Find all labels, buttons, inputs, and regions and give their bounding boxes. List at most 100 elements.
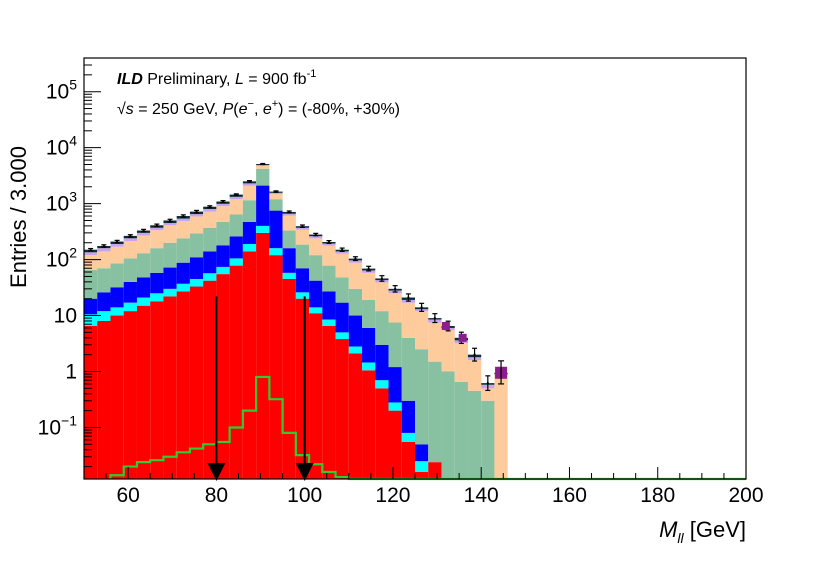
histogram-bar-lavender bbox=[269, 192, 283, 195]
histogram-bar-blue bbox=[216, 245, 230, 267]
histogram-bar-blue bbox=[189, 257, 204, 279]
signal-histogram bbox=[109, 375, 746, 481]
x-tick-label: 200 bbox=[728, 484, 763, 507]
histogram-bar-cyan bbox=[163, 288, 177, 297]
histogram-bar-peach bbox=[335, 253, 349, 278]
histogram-bar-lightgreen bbox=[282, 230, 296, 249]
histogram-bar-lavender bbox=[348, 260, 363, 263]
histogram-bar-lightgreen bbox=[203, 227, 217, 252]
data-point bbox=[142, 229, 145, 232]
histogram-bar-lavender bbox=[110, 243, 124, 247]
histogram-bar-blue bbox=[335, 302, 349, 333]
histogram-bar-cyan bbox=[242, 243, 257, 252]
histogram-bar-blue bbox=[401, 400, 415, 433]
histogram-bar-blue bbox=[150, 272, 164, 294]
histogram-bar-blue bbox=[136, 277, 151, 298]
histogram-bar-lavender bbox=[242, 183, 257, 186]
histogram-bar-peach bbox=[415, 311, 429, 350]
data-point bbox=[208, 205, 211, 208]
histogram-bar-peach bbox=[348, 262, 363, 289]
histogram-bar-peach bbox=[375, 282, 389, 312]
histogram-bar-peach bbox=[454, 343, 468, 382]
histogram-bar-blue bbox=[242, 221, 257, 244]
histogram-bar-red bbox=[176, 291, 190, 479]
histogram-bar-cyan bbox=[123, 302, 137, 312]
histogram-bar-red bbox=[163, 296, 177, 479]
y-tick-label: 10−1 bbox=[38, 412, 78, 439]
x-tick-label: 80 bbox=[205, 484, 228, 507]
histogram-bar-lightgreen bbox=[123, 258, 137, 282]
data-point bbox=[235, 193, 238, 196]
histogram-bar-lightgreen bbox=[189, 233, 204, 258]
histogram-bar-lavender bbox=[97, 248, 111, 252]
histogram-bar-red bbox=[150, 301, 164, 479]
data-point bbox=[486, 382, 489, 385]
histogram-bar-blue bbox=[256, 185, 270, 226]
data-point bbox=[288, 210, 291, 214]
histogram-bar-lavender bbox=[189, 214, 204, 217]
y-tick-label: 10 bbox=[54, 305, 77, 328]
histogram-bar-red bbox=[136, 305, 151, 479]
histogram-bar-cyan bbox=[150, 293, 164, 302]
histogram-bar-lightgreen bbox=[163, 242, 177, 268]
data-point bbox=[314, 233, 317, 236]
histogram-bar-cyan bbox=[136, 297, 151, 306]
histogram-bar-peach bbox=[441, 330, 455, 372]
histogram-bar-lavender bbox=[295, 227, 310, 230]
histogram-bar-cyan bbox=[401, 432, 415, 442]
histogram-bar-peach bbox=[110, 246, 124, 264]
histogram-bar-blue bbox=[203, 251, 217, 274]
histogram-bar-lightgreen bbox=[362, 299, 376, 328]
histogram-bar-cyan bbox=[282, 272, 296, 279]
histogram-bar-peach bbox=[401, 302, 415, 338]
histogram-bar-lightgreen bbox=[216, 221, 230, 246]
data-point bbox=[354, 257, 357, 260]
histogram-bar-blue bbox=[388, 367, 402, 403]
histogram-bar-red bbox=[415, 472, 429, 479]
data-point bbox=[407, 296, 410, 299]
data-point bbox=[301, 225, 304, 228]
x-tick-label: 160 bbox=[552, 484, 587, 507]
histogram-bar-peach bbox=[282, 215, 296, 231]
histogram-bar-red bbox=[295, 298, 310, 479]
histogram-bar-cyan bbox=[415, 461, 429, 473]
y-tick-label: 104 bbox=[46, 133, 77, 160]
annotation-line-2: √s = 250 GeV, P(e−, e+) = (-80%, +30%) bbox=[117, 98, 400, 118]
histogram-bar-lightgreen bbox=[441, 371, 455, 479]
histogram-bar-peach bbox=[136, 235, 151, 254]
histogram-bar-cyan bbox=[322, 319, 336, 327]
data-point bbox=[129, 234, 132, 237]
histogram-bar-peach bbox=[163, 225, 177, 243]
histogram-bar-lavender bbox=[229, 196, 243, 200]
histogram-bar-peach bbox=[242, 185, 257, 201]
histogram-bar-blue bbox=[309, 280, 323, 308]
annotation-line-1: ILD Preliminary, L = 900 fb-1 bbox=[117, 68, 316, 88]
data-point bbox=[341, 248, 344, 251]
histogram-bar-cyan bbox=[97, 311, 111, 321]
purple-marker bbox=[458, 333, 467, 342]
histogram-bar-red bbox=[84, 326, 98, 479]
signal-line bbox=[109, 375, 746, 481]
histogram-bar-lavender bbox=[136, 232, 151, 236]
histogram-bar-red bbox=[362, 370, 376, 479]
histogram-bar-peach bbox=[481, 388, 495, 401]
histogram-bar-lavender bbox=[123, 238, 137, 241]
y-tick-label: 105 bbox=[46, 77, 77, 104]
histogram-bar-lightgreen bbox=[84, 270, 98, 299]
histogram-bar-red bbox=[388, 410, 402, 479]
histogram-bar-lightgreen bbox=[176, 238, 190, 263]
histogram-bar-cyan bbox=[269, 248, 283, 256]
histogram-bar-red bbox=[335, 339, 349, 479]
histogram-bar-peach bbox=[97, 251, 111, 269]
histogram-bar-lavender bbox=[282, 213, 296, 216]
x-tick-label: 180 bbox=[640, 484, 675, 507]
histogram-bar-peach bbox=[295, 229, 310, 245]
histogram-bar-lightgreen bbox=[375, 311, 389, 345]
histogram-bar-red bbox=[375, 388, 389, 479]
histogram-bar-red bbox=[309, 313, 323, 479]
x-axis: 60 80 100 120 140 160 180 200 bbox=[83, 467, 764, 507]
histogram-bar-peach bbox=[269, 194, 283, 200]
histogram-bar-red bbox=[269, 255, 283, 479]
histogram-bar-red bbox=[348, 353, 363, 479]
